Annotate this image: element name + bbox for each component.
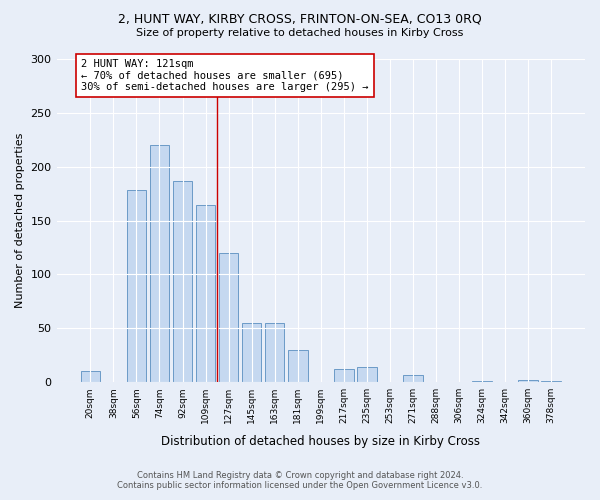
Text: Size of property relative to detached houses in Kirby Cross: Size of property relative to detached ho…: [136, 28, 464, 38]
Text: 2, HUNT WAY, KIRBY CROSS, FRINTON-ON-SEA, CO13 0RQ: 2, HUNT WAY, KIRBY CROSS, FRINTON-ON-SEA…: [118, 12, 482, 26]
Bar: [334, 369, 353, 382]
Bar: [357, 367, 377, 382]
Bar: [196, 206, 215, 382]
Bar: [403, 374, 423, 382]
Bar: [518, 380, 538, 382]
Bar: [149, 145, 169, 382]
Bar: [219, 253, 238, 382]
Bar: [173, 180, 193, 382]
Y-axis label: Number of detached properties: Number of detached properties: [15, 133, 25, 308]
Bar: [541, 381, 561, 382]
Bar: [472, 381, 492, 382]
Bar: [80, 372, 100, 382]
Text: 2 HUNT WAY: 121sqm
← 70% of detached houses are smaller (695)
30% of semi-detach: 2 HUNT WAY: 121sqm ← 70% of detached hou…: [81, 59, 368, 92]
Bar: [288, 350, 308, 382]
Text: Contains HM Land Registry data © Crown copyright and database right 2024.
Contai: Contains HM Land Registry data © Crown c…: [118, 470, 482, 490]
Bar: [127, 190, 146, 382]
Bar: [242, 323, 262, 382]
Bar: [265, 323, 284, 382]
X-axis label: Distribution of detached houses by size in Kirby Cross: Distribution of detached houses by size …: [161, 434, 480, 448]
